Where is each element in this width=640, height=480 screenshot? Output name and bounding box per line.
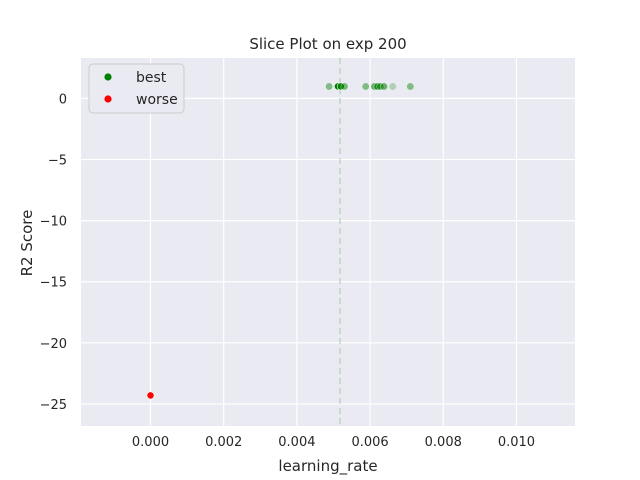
x-tick-label: 0.008 — [425, 435, 462, 450]
best-point — [325, 82, 333, 91]
y-tick-label: −10 — [40, 215, 67, 230]
x-axis-label: learning_rate — [278, 457, 377, 476]
y-tick-label: −5 — [48, 153, 67, 168]
best-point — [380, 82, 388, 91]
x-tick-label: 0.010 — [498, 435, 535, 450]
best-point — [361, 82, 370, 91]
y-tick-label: −25 — [40, 398, 67, 413]
x-tick-label: 0.006 — [351, 435, 388, 450]
y-tick-label: 0 — [59, 92, 67, 107]
y-axis-label: R2 Score — [18, 210, 36, 277]
legend-marker-best — [104, 73, 112, 81]
worse-point — [146, 391, 155, 400]
y-tick-labels: 0 −5 −10 −15 −20 −25 — [40, 92, 67, 413]
legend-marker-worse — [104, 95, 112, 103]
y-tick-label: −20 — [40, 337, 67, 352]
best-point — [406, 82, 415, 91]
legend-box — [88, 63, 185, 114]
legend-label-worse: worse — [136, 92, 178, 108]
legend: best worse — [88, 63, 185, 114]
best-point — [388, 82, 397, 91]
x-tick-label: 0.002 — [205, 435, 242, 450]
legend-label-best: best — [136, 70, 167, 86]
x-tick-labels: 0.000 0.002 0.004 0.006 0.008 0.010 — [132, 435, 535, 450]
x-tick-label: 0.004 — [278, 435, 315, 450]
plot-area — [81, 58, 575, 426]
best-point — [340, 82, 349, 91]
grid-lines — [81, 58, 575, 426]
chart-title: Slice Plot on exp 200 — [249, 35, 406, 53]
data-points — [146, 82, 415, 400]
x-tick-label: 0.000 — [132, 435, 169, 450]
y-tick-label: −15 — [40, 276, 67, 291]
